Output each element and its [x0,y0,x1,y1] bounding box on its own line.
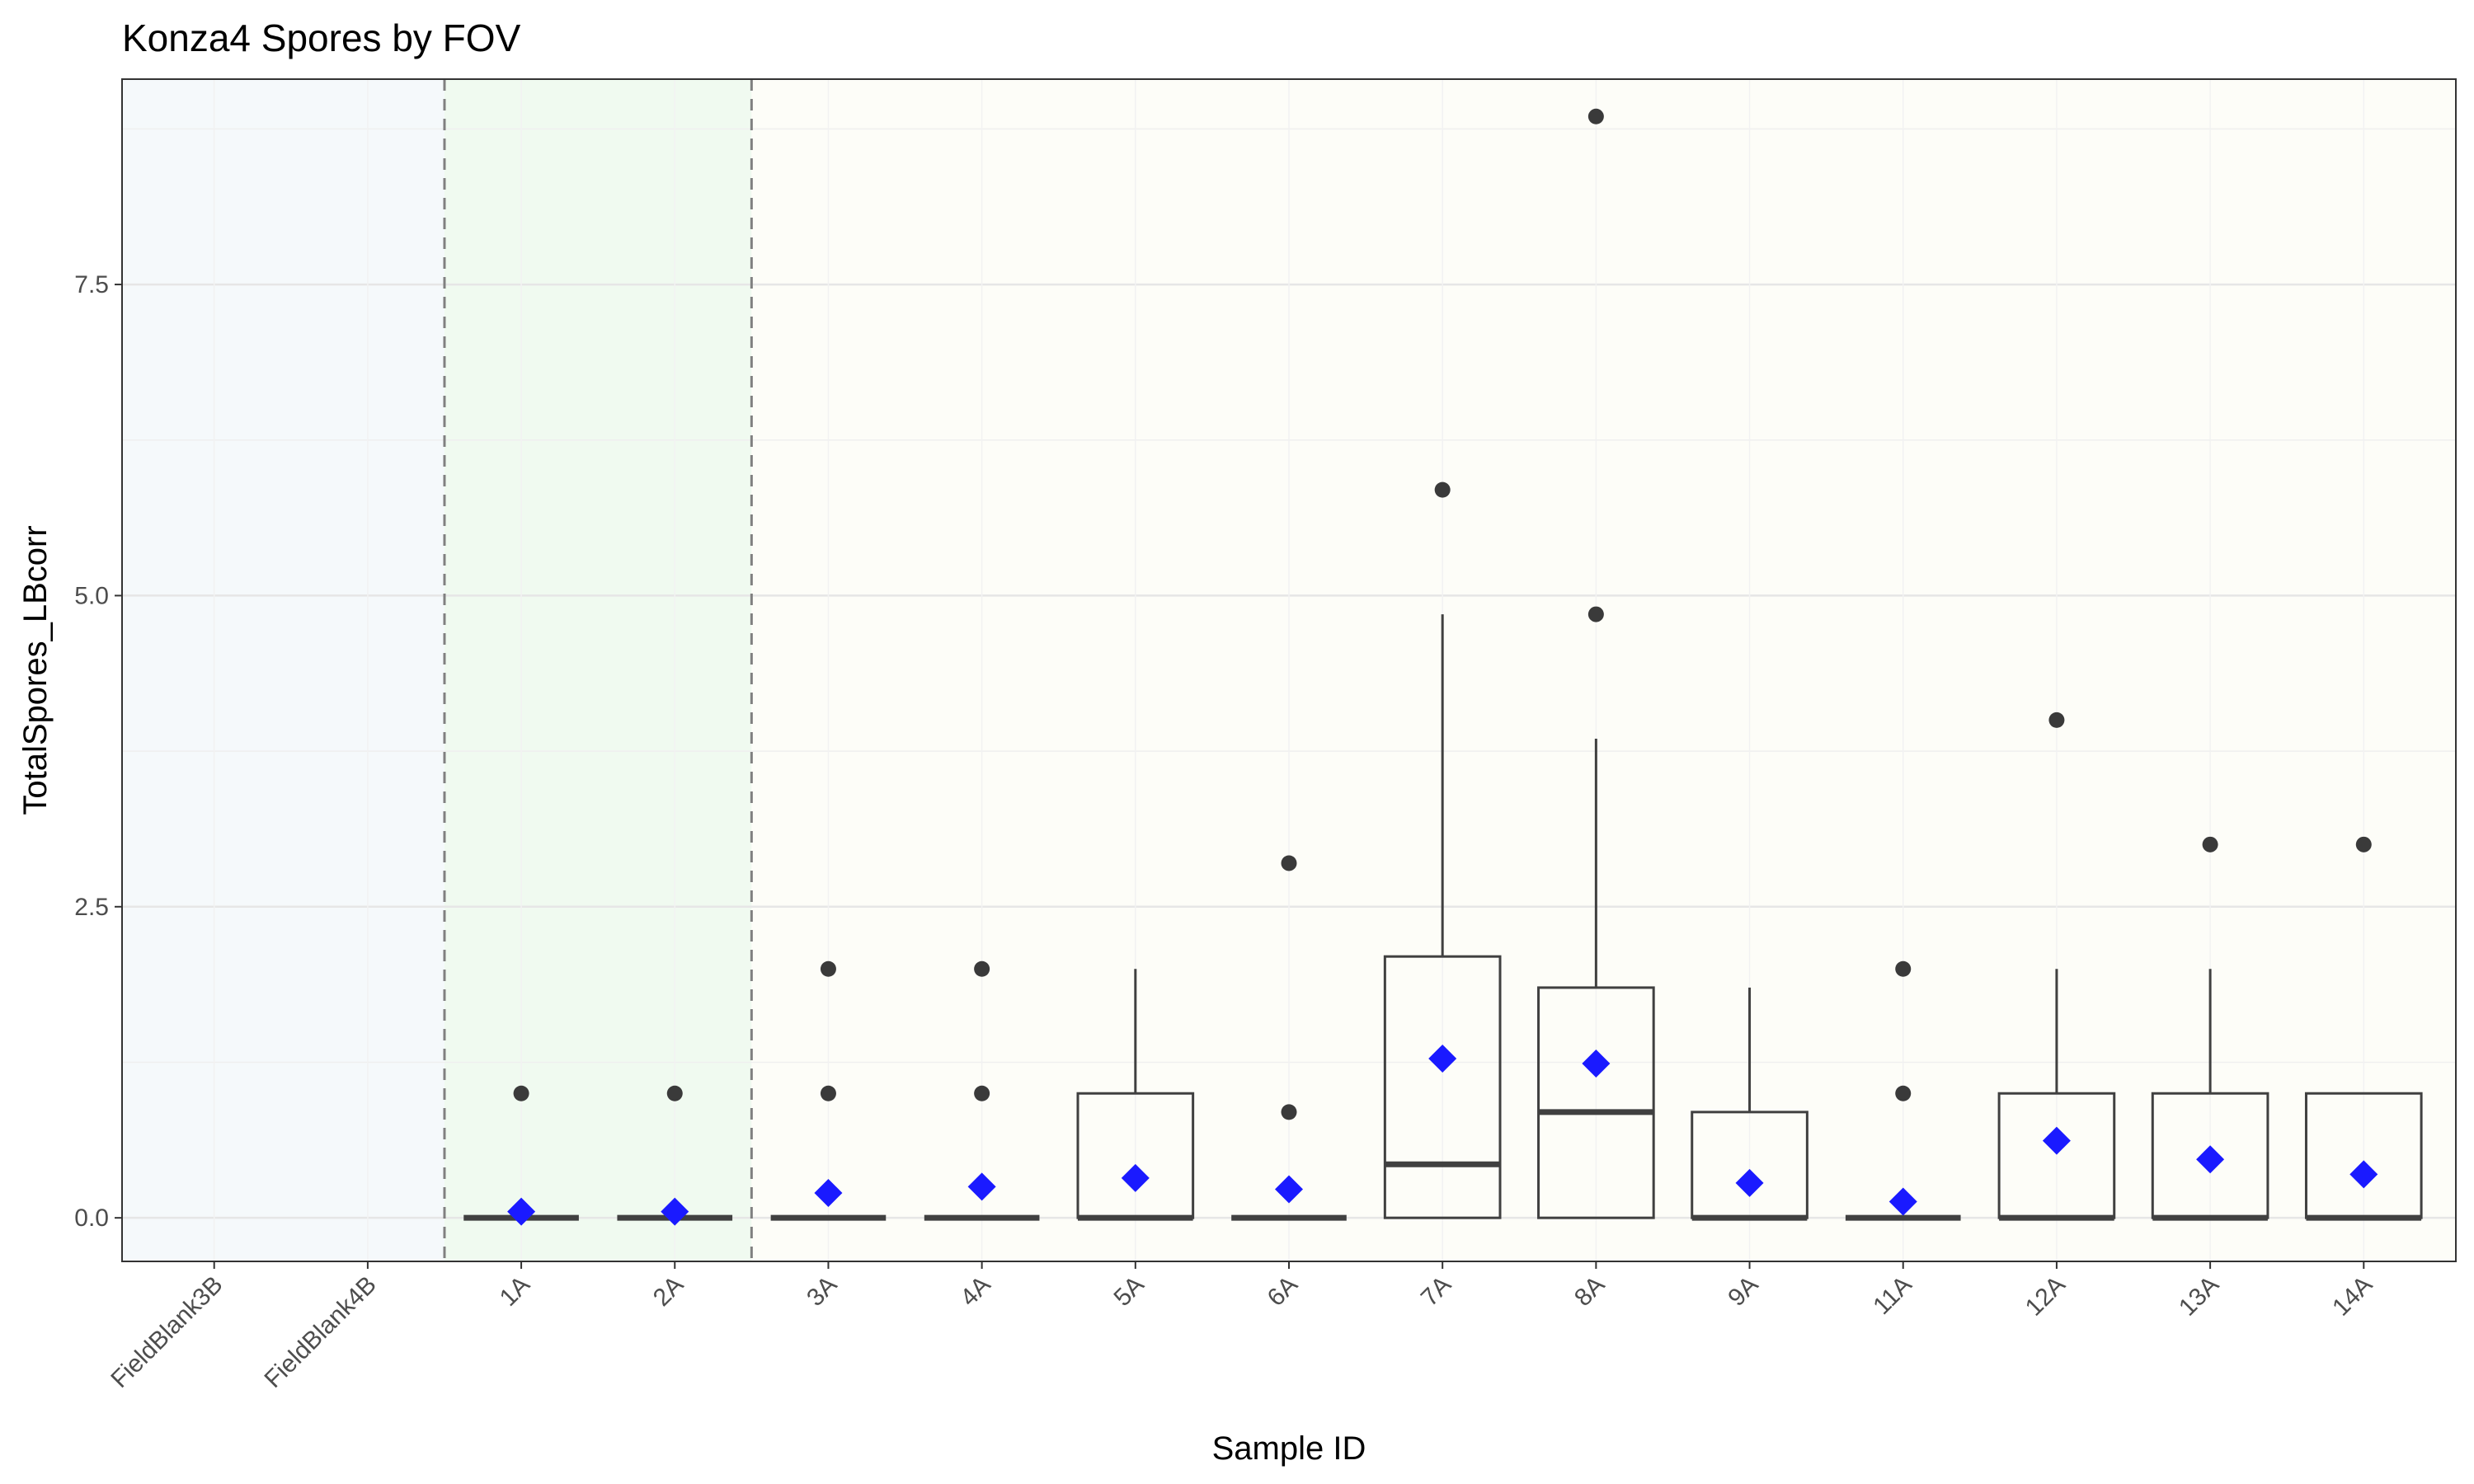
box-2A [617,1085,733,1226]
mean-marker [1735,1168,1764,1197]
outlier-point [2202,836,2218,852]
mean-marker [1275,1175,1303,1204]
outlier-point [1895,1085,1912,1101]
outlier-point [2048,711,2065,728]
highlight-regions [123,79,2456,1261]
box-12A [1997,711,2116,1221]
outlier-point [974,1085,990,1101]
box-11A [1845,960,1961,1221]
box-7A [1383,481,1502,1219]
chart-title: Konza4 Spores by FOV [122,16,521,59]
region-band [751,79,2456,1261]
region-band [444,79,752,1261]
outlier-point [1895,960,1912,977]
box-4A [924,960,1040,1221]
mean-marker [507,1197,536,1226]
y-tick-label: 0.0 [74,1205,109,1232]
region-band [123,79,444,1261]
mean-marker [1582,1049,1611,1078]
y-tick-label: 2.5 [74,894,109,921]
outlier-point [974,960,990,977]
outlier-point [1587,108,1604,124]
x-axis-title: Sample ID [1212,1430,1366,1467]
outlier-point [1434,481,1451,498]
box-1A [463,1085,579,1226]
box-6A [1231,855,1347,1221]
outlier-point [513,1085,529,1101]
box-series [463,108,2423,1226]
y-tick-label: 7.5 [74,271,109,298]
mean-marker [814,1178,843,1207]
box-body [1383,955,1502,1219]
mean-marker [1428,1044,1457,1073]
outlier-point [820,960,836,977]
outlier-point [1587,606,1604,622]
mean-marker [1888,1187,1917,1216]
outlier-point [2355,836,2372,852]
box-5A [1076,969,1195,1221]
box-body [1537,986,1655,1219]
mean-marker [967,1172,996,1201]
mean-marker [2042,1126,2071,1155]
y-axis: 0.0 2.5 5.0 7.5 [74,271,122,1232]
box-9A [1691,987,1808,1221]
mean-marker [2349,1160,2378,1189]
outlier-point [820,1085,836,1101]
box-14A [2304,836,2423,1221]
y-tick-label: 5.0 [74,582,109,609]
box-3A [770,960,887,1221]
box-13A [2151,836,2269,1221]
mean-marker [2196,1145,2225,1174]
mean-marker [661,1197,689,1226]
outlier-point [1281,1104,1297,1120]
mean-marker [1121,1163,1150,1192]
y-axis-title: TotalSpores_LBcorr [17,525,54,815]
outlier-point [666,1085,683,1101]
box-8A [1537,108,1655,1219]
outlier-point [1281,855,1297,871]
